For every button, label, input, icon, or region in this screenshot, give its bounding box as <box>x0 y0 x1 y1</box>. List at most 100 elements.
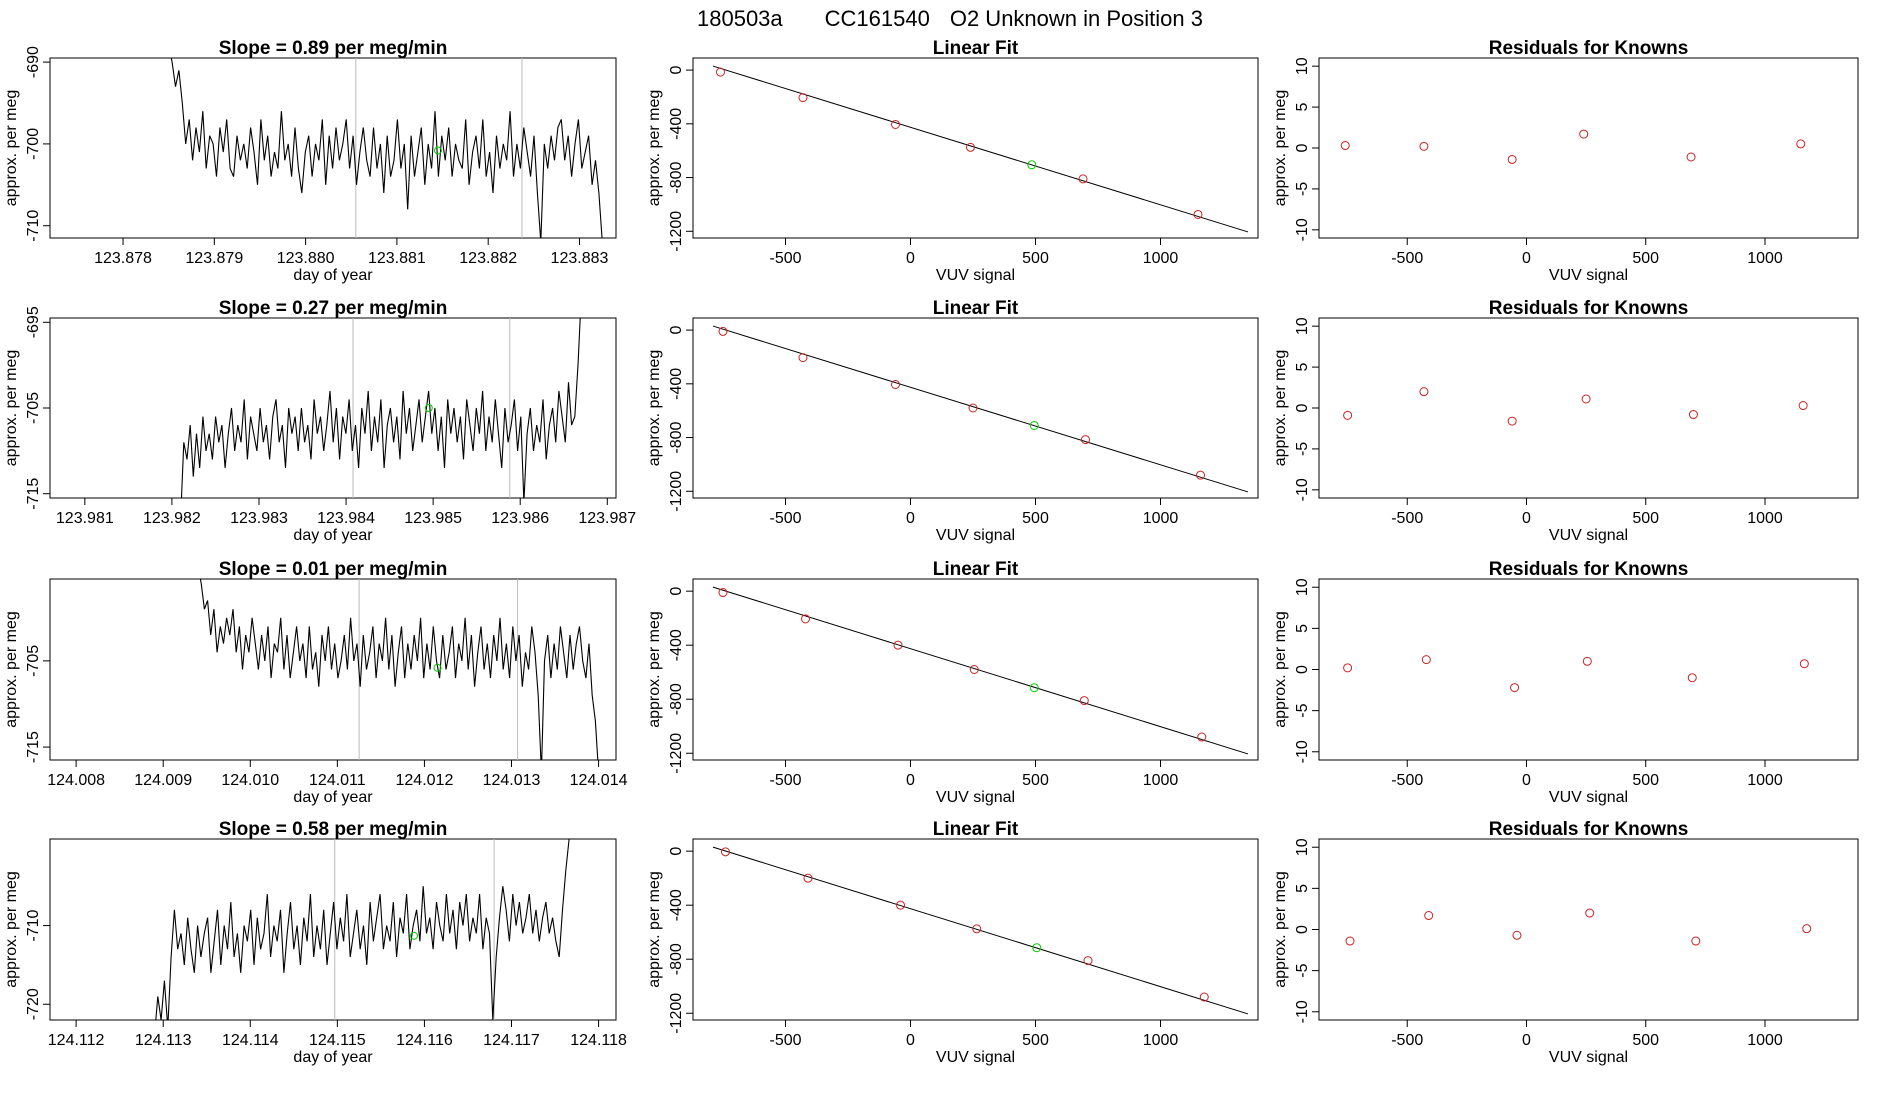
x-axis-label: VUV signal <box>1549 1049 1628 1066</box>
fit-line <box>712 65 1249 233</box>
timeseries-panel-4: Slope = 0.58 per meg/min 124.112 124.113 12… <box>3 819 627 1066</box>
linear_fit-panel-3: Linear Fit -500 0 500 1000 VUV signal 0 -400 -80… <box>646 559 1259 806</box>
residuals-panel-3: Residuals for Knowns -500 0 500 1000 VUV sign… <box>1272 559 1859 806</box>
x-tick-label: -500 <box>1391 1032 1423 1049</box>
plot-area <box>170 58 603 238</box>
plot-title: Linear Fit <box>933 819 1019 840</box>
x-axis-label: day of year <box>293 789 373 806</box>
x-tick-label: 500 <box>1632 250 1659 267</box>
y-axis-label: approx. per meg <box>1272 871 1289 988</box>
residual-point <box>1345 936 1355 946</box>
y-axis-label: approx. per meg <box>3 871 20 988</box>
y-axis-label: approx. per meg <box>1272 611 1289 728</box>
x-axis-label: VUV signal <box>1549 789 1628 806</box>
plot-frame <box>49 317 617 499</box>
residual-point <box>1687 673 1697 683</box>
residual-point <box>1582 656 1592 666</box>
fit-line <box>712 586 1249 755</box>
residual-point <box>1688 410 1698 420</box>
y-tick-label: -10 <box>1294 740 1311 763</box>
x-tick-label: 123.879 <box>185 250 243 267</box>
y-tick-label: -10 <box>1294 218 1311 241</box>
timeseries-panel-2: Slope = 0.27 per meg/min 123.981 123.982 12… <box>3 298 636 544</box>
known-point <box>969 665 979 674</box>
x-tick-label: 123.880 <box>277 250 335 267</box>
plot-area <box>1345 908 1812 946</box>
plot-area <box>155 839 570 1020</box>
unknown-point <box>1029 683 1039 693</box>
x-tick-label: 500 <box>1632 772 1659 789</box>
known-point <box>1083 956 1093 966</box>
x-tick-label: 124.008 <box>47 772 105 789</box>
x-tick-label: 0 <box>1522 1032 1531 1049</box>
y-tick-label: 10 <box>1294 578 1311 596</box>
known-point <box>1079 696 1089 706</box>
known-point <box>1197 732 1207 742</box>
plot-area <box>1343 655 1809 693</box>
x-tick-label: 1000 <box>1747 510 1783 527</box>
plot-title: Linear Fit <box>933 559 1019 580</box>
known-point <box>716 67 725 77</box>
residual-point <box>1343 663 1353 673</box>
x-tick-label: 124.112 <box>48 1032 105 1049</box>
known-point <box>718 588 728 598</box>
plot-frame <box>49 57 617 239</box>
y-tick-label: -400 <box>668 368 685 400</box>
series-line <box>180 318 581 498</box>
x-tick-label: 500 <box>1632 510 1659 527</box>
plot-frame <box>692 57 1259 239</box>
y-tick-label: -800 <box>668 683 685 715</box>
residuals-panel-4: Residuals for Knowns -500 0 500 1000 VUV sign… <box>1272 819 1859 1066</box>
y-tick-label: -715 <box>25 478 42 510</box>
plot-area <box>1340 129 1806 164</box>
unknown-point <box>1032 943 1042 953</box>
x-tick-label: 500 <box>1022 510 1049 527</box>
x-tick-label: 1000 <box>1747 772 1783 789</box>
residual-point <box>1507 416 1517 426</box>
y-tick-label: -690 <box>25 46 42 78</box>
plot-title: Slope = 0.89 per meg/min <box>219 38 448 59</box>
y-tick-label: 0 <box>668 66 685 75</box>
y-axis-label: approx. per meg <box>646 90 663 207</box>
plot-title: Residuals for Knowns <box>1489 38 1689 59</box>
residual-point <box>1585 908 1595 918</box>
x-tick-label: 124.011 <box>309 772 366 789</box>
residual-point <box>1796 139 1806 149</box>
plot-area <box>199 579 599 760</box>
x-tick-label: -500 <box>769 1032 801 1049</box>
plot-title: Slope = 0.58 per meg/min <box>219 819 448 840</box>
residual-point <box>1510 683 1520 693</box>
unknown-marker <box>433 663 442 672</box>
y-tick-label: 5 <box>1294 884 1311 893</box>
plot-title: Residuals for Knowns <box>1489 559 1689 580</box>
y-tick-label: 10 <box>1294 838 1311 856</box>
y-tick-label: -10 <box>1294 1000 1311 1023</box>
residual-point <box>1419 387 1429 397</box>
y-tick-label: -10 <box>1294 478 1311 501</box>
x-tick-label: -500 <box>769 510 801 527</box>
y-tick-label: -710 <box>25 909 42 941</box>
known-point <box>1081 435 1090 445</box>
unknown-marker <box>433 146 442 155</box>
residual-point <box>1424 911 1434 921</box>
x-tick-label: 124.114 <box>222 1032 279 1049</box>
residuals-panel-2: Residuals for Knowns -500 0 500 1000 VUV sign… <box>1272 298 1859 544</box>
y-tick-label: -5 <box>1294 182 1311 196</box>
x-tick-label: 123.986 <box>491 510 549 527</box>
residual-point <box>1798 401 1808 411</box>
x-tick-label: 0 <box>906 1032 915 1049</box>
x-tick-label: 1000 <box>1143 510 1179 527</box>
x-tick-label: 124.113 <box>135 1032 192 1049</box>
x-tick-label: 124.118 <box>570 1032 627 1049</box>
y-tick-label: -5 <box>1294 963 1311 977</box>
y-tick-label: 0 <box>1294 665 1311 674</box>
residual-point <box>1802 924 1812 934</box>
x-tick-label: 1000 <box>1747 1032 1783 1049</box>
x-tick-label: 1000 <box>1143 772 1179 789</box>
known-point <box>801 614 810 624</box>
x-tick-label: 123.883 <box>551 250 609 267</box>
plot-frame <box>692 838 1259 1021</box>
plot-title: Residuals for Knowns <box>1489 298 1689 319</box>
timeseries-panel-1: Slope = 0.89 per meg/min 123.878 123.879 12… <box>3 38 617 284</box>
